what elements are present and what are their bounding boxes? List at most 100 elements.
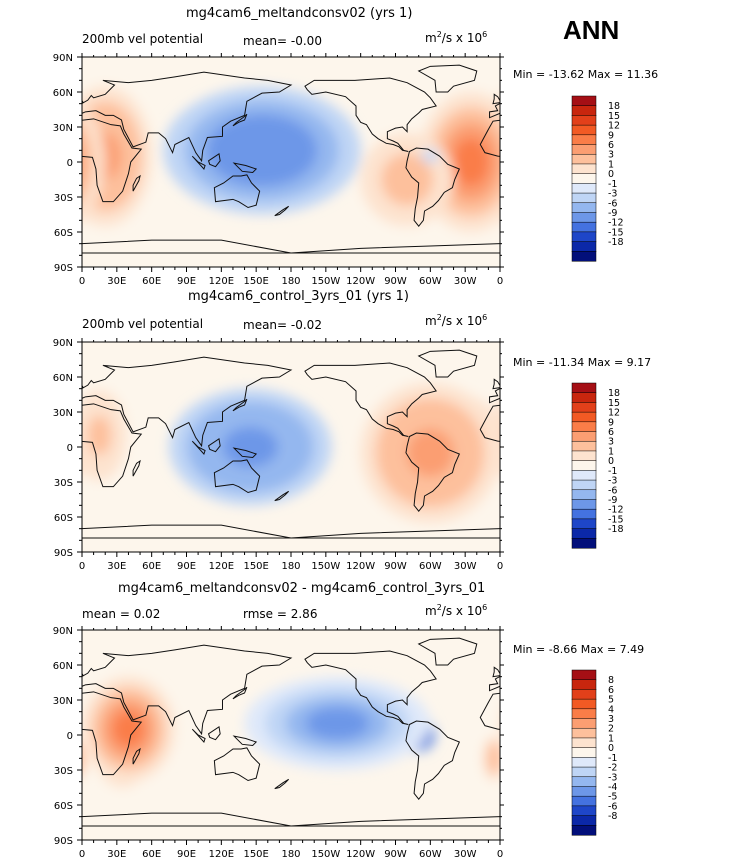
coastline [304, 650, 437, 725]
y-tick-label: 90S [54, 836, 73, 847]
colorbar-swatch [571, 192, 597, 204]
field-contour [605, 402, 732, 493]
colorbar-label: -12 [608, 505, 624, 516]
x-tick-label: 150W [311, 561, 340, 572]
coastline [82, 691, 143, 776]
colorbar-label: -3 [608, 189, 617, 200]
colorbar-label: -8 [608, 811, 617, 822]
field-contour [506, 416, 530, 456]
coastline [405, 720, 461, 800]
field-contour [531, 733, 551, 761]
x-tick-label: 120E [209, 561, 234, 572]
colorbar-swatch [571, 382, 597, 394]
colorbar-label: -9 [608, 495, 617, 506]
coastline [191, 155, 206, 170]
x-tick-label: 30E [107, 276, 126, 287]
colorbar-label: 18 [608, 101, 620, 112]
colorbar-swatch [571, 124, 597, 136]
x-tick-label: 0 [497, 849, 503, 860]
y-tick-label: 90S [54, 548, 73, 559]
coastline [207, 152, 221, 168]
colorbar-swatch [571, 241, 597, 252]
x-tick-label: 180 [281, 276, 300, 287]
colorbar-label: 6 [608, 140, 614, 151]
colorbar-label: 12 [608, 408, 620, 419]
field-contour [724, 707, 732, 739]
x-tick-label: 0 [497, 276, 503, 287]
coastline [82, 239, 292, 254]
x-tick-label: 60E [142, 849, 161, 860]
y-tick-label: 0 [67, 158, 73, 169]
colorbar-label: 6 [608, 685, 614, 696]
colorbar-swatch [571, 538, 597, 549]
y-tick-label: 30S [54, 193, 73, 204]
colorbar-label: 1 [608, 733, 614, 744]
y-tick-label: 0 [67, 443, 73, 454]
colorbar-swatch [571, 708, 597, 720]
colorbar-swatch [571, 815, 597, 826]
field-contour [0, 721, 14, 748]
field-contour [489, 748, 499, 769]
colorbar-swatch [571, 795, 597, 807]
colorbar-swatch [571, 727, 597, 739]
colorbar-label: 3 [608, 150, 614, 161]
colorbar-label: -1 [608, 466, 617, 477]
field-contour [305, 707, 370, 740]
colorbar-label: 1 [608, 159, 614, 170]
colorbar-swatch [571, 440, 597, 452]
x-tick-label: 120E [209, 276, 234, 287]
coastline [232, 735, 258, 747]
colorbar-label: 12 [608, 121, 620, 132]
field-contour [82, 421, 88, 473]
colorbar-swatch [571, 450, 597, 462]
field-contour [518, 715, 563, 779]
field-contour [603, 100, 732, 200]
field-contour [631, 143, 670, 168]
field-contour [82, 157, 83, 167]
x-tick-label: 90E [177, 276, 196, 287]
y-tick-label: 30N [53, 408, 73, 419]
field-contour [0, 677, 12, 770]
coastline [232, 162, 258, 174]
map-panel-2 [82, 342, 732, 552]
colorbar-swatch [571, 766, 597, 778]
panel3-units: m2/s x 106 [425, 603, 488, 618]
x-tick-label: 150E [243, 276, 268, 287]
field-contour [619, 429, 671, 466]
y-tick-label: 90S [54, 263, 73, 274]
panel1-title: mg4cam6_meltandconsv02 (yrs 1) [186, 6, 413, 21]
panel1-units: m2/s x 106 [425, 30, 488, 45]
colorbar-swatch [571, 776, 597, 788]
colorbar-swatch [571, 231, 597, 243]
colorbar-swatch [571, 115, 597, 126]
field-contour [222, 427, 278, 467]
field-contour [406, 429, 455, 477]
field-contour [606, 127, 697, 185]
colorbar-label: -15 [608, 227, 624, 238]
colorbar-swatch [571, 431, 597, 442]
colorbar-label: -12 [608, 218, 624, 229]
colorbar-swatch [571, 499, 597, 510]
colorbar-label: -18 [608, 524, 624, 535]
x-tick-label: 60W [419, 561, 442, 572]
field-contour [524, 724, 557, 770]
field-contour [683, 687, 732, 760]
colorbar-label: -1 [608, 179, 617, 190]
colorbar-label: 0 [608, 456, 614, 467]
colorbar-swatch [571, 402, 597, 413]
x-tick-label: 0 [497, 561, 503, 572]
colorbar-label: -3 [608, 772, 617, 783]
coastline [132, 174, 141, 192]
coastline [489, 102, 500, 119]
field-contour [531, 711, 563, 747]
colorbar-label: 9 [608, 130, 614, 141]
coastline [290, 528, 500, 539]
x-tick-label: 90E [177, 849, 196, 860]
coastline [232, 447, 258, 459]
coastline [274, 778, 290, 790]
y-tick-label: 0 [67, 731, 73, 742]
coastline [417, 637, 478, 666]
colorbar-swatch [571, 460, 597, 471]
coastline [82, 524, 292, 539]
colorbar-swatch [571, 786, 597, 797]
